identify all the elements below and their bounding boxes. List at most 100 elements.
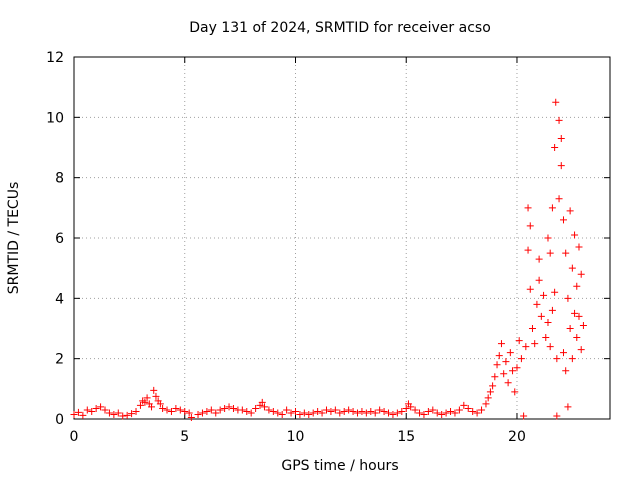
data-point (465, 405, 472, 412)
data-point (102, 406, 109, 413)
data-point (243, 408, 250, 415)
data-point (177, 406, 184, 413)
data-point (564, 295, 571, 302)
x-tick-label: 10 (287, 429, 305, 445)
data-point (469, 408, 476, 415)
data-point (482, 400, 489, 407)
data-point (88, 408, 95, 415)
data-point (288, 409, 295, 416)
data-point (525, 204, 532, 211)
data-point (533, 301, 540, 308)
data-point (573, 334, 580, 341)
data-point (226, 403, 233, 410)
y-tick-label: 6 (55, 231, 64, 247)
data-point (429, 406, 436, 413)
data-point (301, 409, 308, 416)
x-axis-label: GPS time / hours (281, 458, 398, 474)
data-point (345, 406, 352, 413)
data-point (527, 222, 534, 229)
data-point (478, 406, 485, 413)
data-point (332, 406, 339, 413)
data-point (551, 144, 558, 151)
data-point (438, 411, 445, 418)
data-point (538, 313, 545, 320)
data-point (531, 340, 538, 347)
data-point (394, 409, 401, 416)
y-axis-label: SRMTID / TECUs (6, 182, 22, 295)
data-point (509, 367, 516, 374)
data-point (489, 382, 496, 389)
data-point (560, 349, 567, 356)
data-point (520, 412, 527, 419)
data-point (252, 405, 259, 412)
data-point (518, 355, 525, 362)
data-point (558, 135, 565, 142)
data-point (580, 322, 587, 329)
data-point (283, 406, 290, 413)
data-point (496, 352, 503, 359)
data-point (536, 256, 543, 263)
data-point (270, 408, 277, 415)
data-point (389, 411, 396, 418)
data-point (569, 355, 576, 362)
data-point (460, 402, 467, 409)
data-point (323, 406, 330, 413)
data-point (212, 409, 219, 416)
data-point (549, 204, 556, 211)
data-point (208, 406, 215, 413)
data-point (456, 406, 463, 413)
data-point (443, 409, 450, 416)
data-point (474, 409, 481, 416)
data-point (150, 387, 157, 394)
y-tick-label: 4 (55, 291, 64, 307)
data-point (525, 247, 532, 254)
data-point (553, 355, 560, 362)
y-tick-label: 10 (46, 110, 64, 126)
data-point (420, 411, 427, 418)
y-tick-label: 12 (46, 50, 64, 66)
data-point (217, 406, 224, 413)
data-point (562, 250, 569, 257)
data-point (547, 250, 554, 257)
data-point (296, 411, 303, 418)
data-point (500, 370, 507, 377)
data-point (115, 409, 122, 416)
data-point (560, 216, 567, 223)
data-point (274, 409, 281, 416)
data-point (341, 408, 348, 415)
data-point (498, 340, 505, 347)
y-tick-label: 2 (55, 352, 64, 368)
data-point (571, 231, 578, 238)
data-point (540, 292, 547, 299)
x-tick-label: 20 (508, 429, 526, 445)
data-point (372, 409, 379, 416)
data-point (305, 411, 312, 418)
data-point (376, 406, 383, 413)
data-point (552, 99, 559, 106)
data-point (398, 408, 405, 415)
data-point (556, 195, 563, 202)
data-point (505, 379, 512, 386)
data-point (575, 313, 582, 320)
data-point (119, 412, 126, 419)
data-point (564, 403, 571, 410)
chart-title: Day 131 of 2024, SRMTID for receiver acs… (189, 20, 491, 36)
data-point (319, 409, 326, 416)
grid-lines (74, 57, 610, 419)
data-point (358, 408, 365, 415)
data-point (381, 408, 388, 415)
data-point (97, 403, 104, 410)
data-point (544, 319, 551, 326)
x-tick-label: 0 (70, 429, 79, 445)
data-point (314, 408, 321, 415)
data-point (571, 310, 578, 317)
data-point (567, 325, 574, 332)
data-point (567, 207, 574, 214)
y-tick-label: 0 (55, 412, 64, 428)
data-point (310, 409, 317, 416)
x-tick-label: 5 (180, 429, 189, 445)
data-point (507, 349, 514, 356)
data-point (513, 364, 520, 371)
data-point (350, 408, 357, 415)
data-point (363, 409, 370, 416)
